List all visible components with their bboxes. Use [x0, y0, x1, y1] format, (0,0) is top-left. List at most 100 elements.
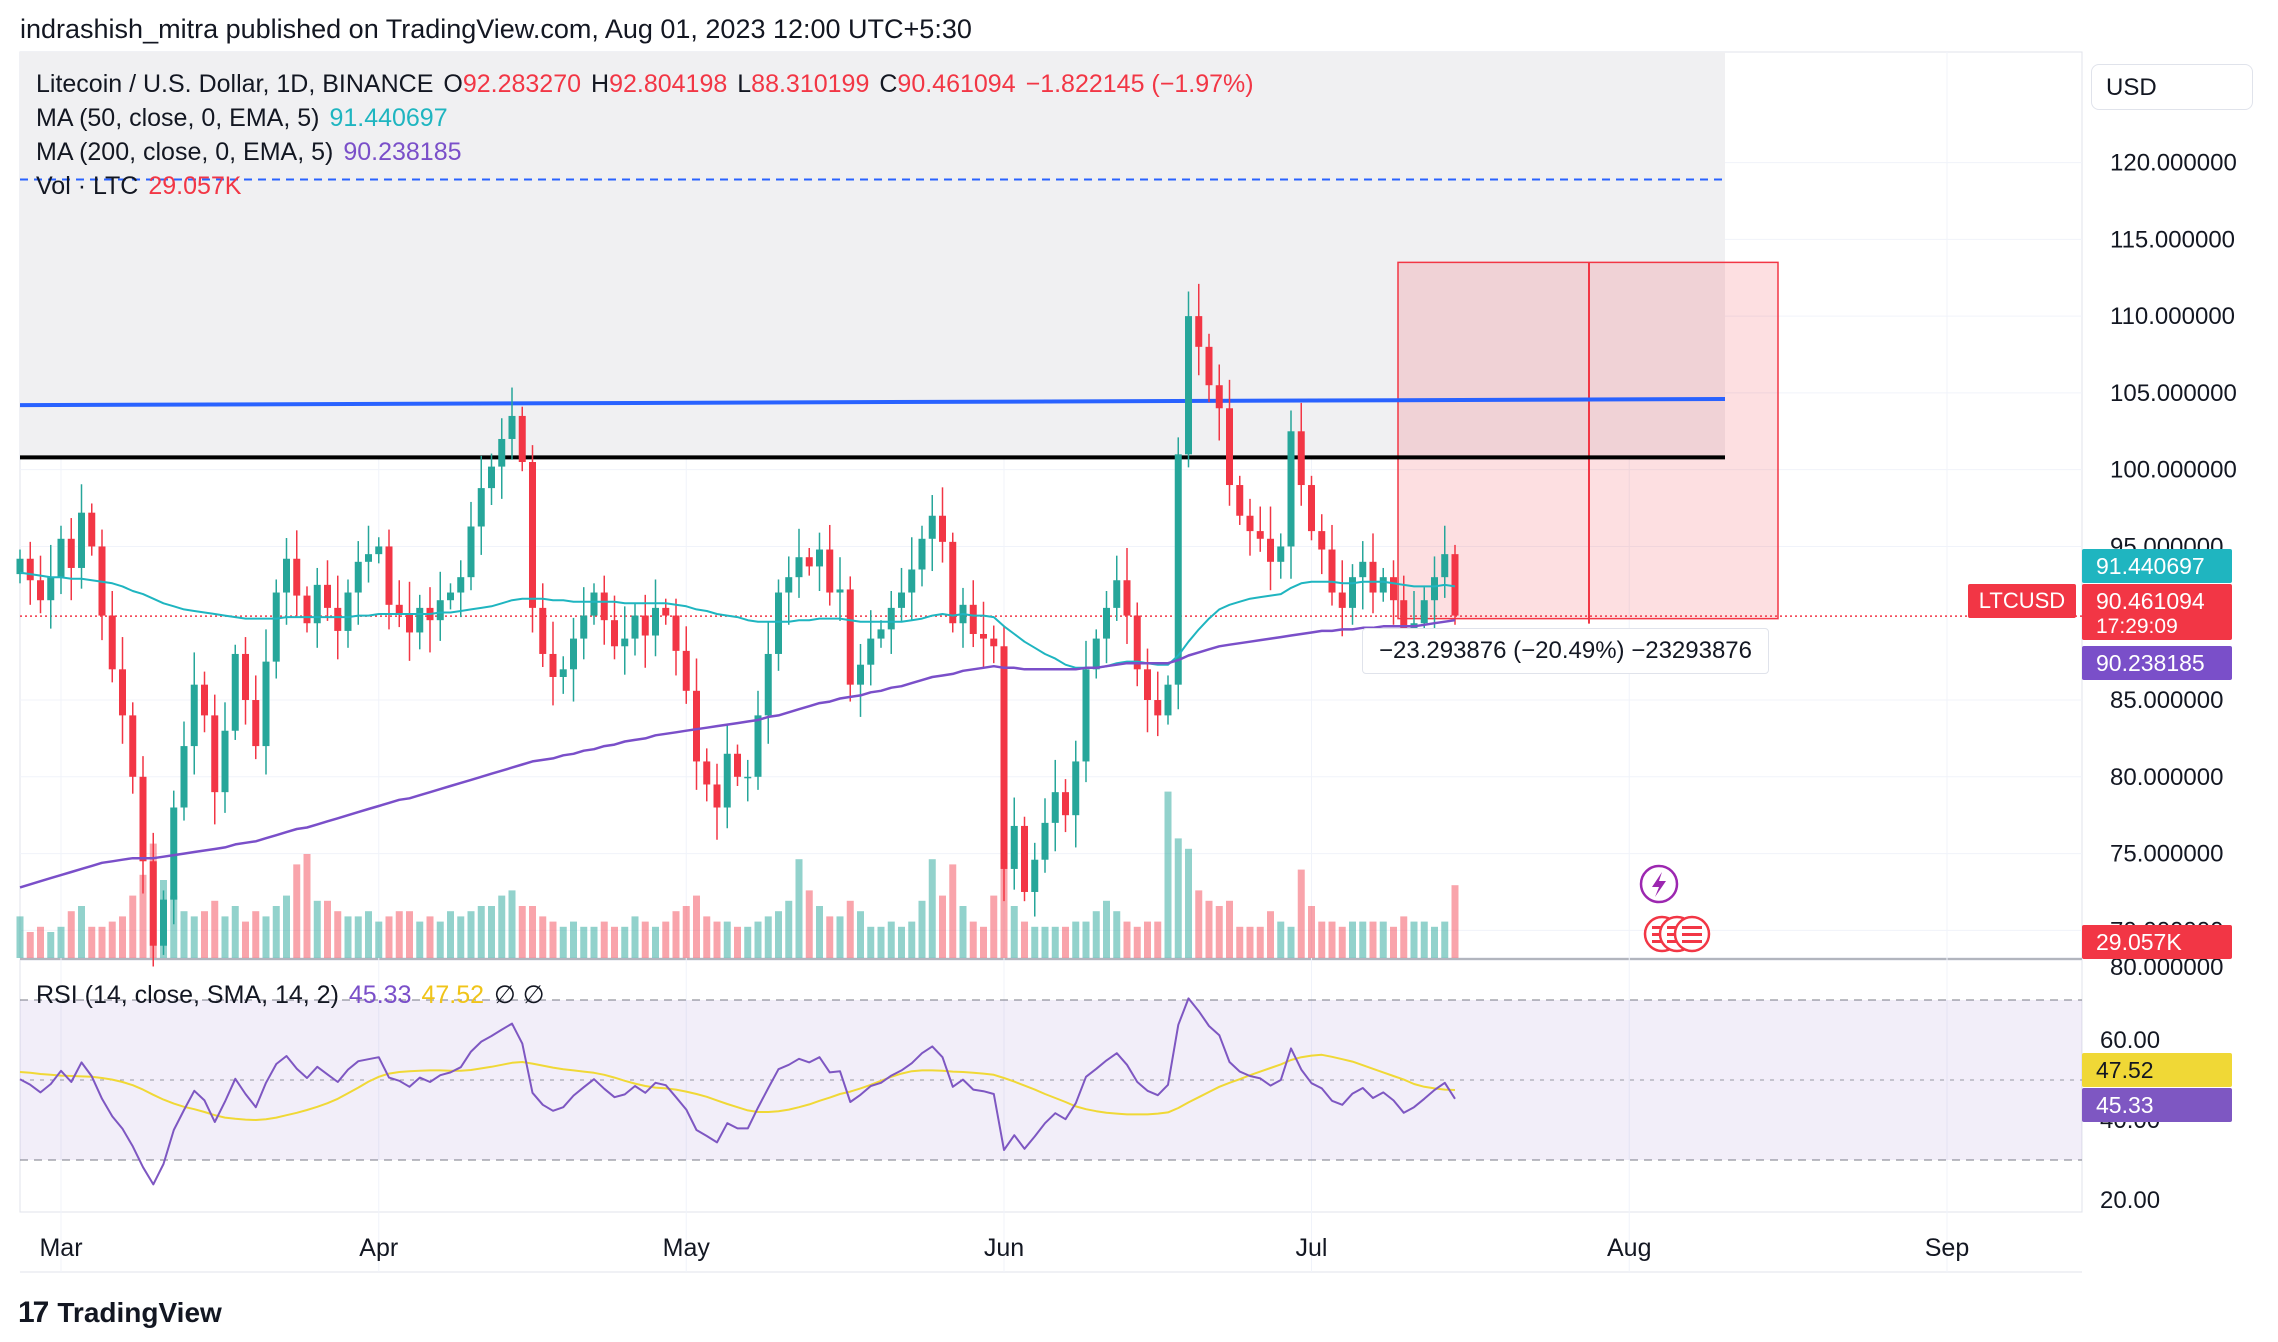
tradingview-footer[interactable]: 17 TradingView	[18, 1296, 222, 1330]
volume-bar	[477, 906, 485, 958]
volume-bar	[1113, 911, 1121, 958]
candle-body	[754, 715, 762, 777]
volume-bar	[375, 921, 383, 958]
volume-bar	[703, 916, 711, 958]
volume-bar	[88, 926, 96, 958]
candle-body	[1082, 669, 1090, 762]
price-range-measure-label[interactable]: −23.293876 (−20.49%) −23293876	[1362, 628, 1769, 674]
volume-bar	[857, 911, 864, 958]
candle-body	[1051, 792, 1059, 823]
candle-body	[1092, 638, 1100, 670]
candle-body	[477, 488, 485, 527]
candle-body	[805, 557, 813, 567]
volume-bar	[1400, 916, 1408, 958]
symbol-legend: Litecoin / U.S. Dollar, 1D, BINANCE O92.2…	[36, 70, 1264, 99]
candle-body	[498, 438, 506, 467]
candle-body	[785, 577, 793, 593]
volume-bar	[1236, 926, 1244, 958]
candle-body	[1267, 538, 1274, 562]
candle-body	[457, 577, 465, 593]
candle-body	[795, 557, 803, 578]
volume-bar	[1185, 848, 1192, 958]
candle-body	[539, 607, 547, 654]
candle-body	[631, 615, 639, 639]
candle-body	[170, 807, 178, 900]
candle-body	[662, 607, 670, 616]
candle-body	[1277, 546, 1285, 562]
candle-body	[682, 650, 690, 691]
candle-body	[641, 615, 649, 636]
price-tick-label: 85.000000	[2110, 687, 2223, 714]
candle-body	[211, 715, 219, 793]
candle-body	[826, 549, 834, 593]
candle-body	[580, 615, 588, 639]
ma50-legend[interactable]: MA (50, close, 0, EMA, 5) 91.440697	[36, 104, 458, 133]
candle-body	[1236, 485, 1244, 516]
candle-body	[252, 700, 260, 747]
candle-body	[1062, 792, 1069, 816]
candle-body	[1390, 577, 1397, 601]
volume-bar	[1195, 890, 1203, 958]
volume-bar	[365, 911, 372, 958]
candle-body	[57, 538, 65, 578]
price-tick-label: 120.000000	[2110, 150, 2237, 177]
volume-value: 29.057K	[148, 172, 242, 200]
volume-bar	[180, 911, 188, 958]
ma50-label: MA (50, close, 0, EMA, 5)	[36, 104, 320, 132]
flag-stripe	[1682, 940, 1702, 943]
candle-body	[406, 614, 413, 633]
volume-bar	[1277, 921, 1285, 958]
volume-bar	[262, 916, 270, 958]
volume-bar	[201, 911, 208, 958]
volume-legend[interactable]: Vol · LTC 29.057K	[36, 172, 251, 201]
volume-bar	[611, 926, 618, 958]
rsi-sma-tag: 47.52	[2082, 1053, 2232, 1087]
change-value: −1.822145 (−1.97%)	[1025, 70, 1254, 98]
rsi-sma-line	[19, 1053, 1456, 1121]
volume-bar	[1420, 921, 1428, 958]
volume-bar	[621, 926, 629, 958]
flag-stripe	[1682, 933, 1702, 936]
volume-bar	[559, 926, 567, 958]
publisher-line: indrashish_mitra published on TradingVie…	[20, 14, 972, 44]
candle-body	[190, 684, 198, 747]
candle-body	[887, 607, 895, 630]
currency-selector[interactable]: USD	[2091, 64, 2253, 110]
volume-bar	[959, 906, 967, 958]
price-tick-label: 115.000000	[2110, 226, 2235, 253]
volume-bar	[488, 906, 495, 958]
candle-body	[1133, 615, 1141, 670]
symbol-title: Litecoin / U.S. Dollar, 1D, BINANCE	[36, 70, 434, 98]
candle-body	[898, 592, 905, 608]
candle-body	[693, 690, 700, 762]
flag-stripe	[1682, 926, 1702, 929]
volume-bar	[1318, 921, 1326, 958]
blue-trendline	[19, 397, 1726, 408]
close-value: 90.461094	[897, 70, 1016, 98]
volume-bar	[775, 911, 782, 958]
volume-bar	[354, 916, 362, 958]
candle-body	[846, 589, 854, 685]
last-price-tag: 90.461094 17:29:09	[2082, 584, 2232, 640]
volume-bar	[1082, 921, 1090, 958]
volume-bar	[1359, 921, 1367, 958]
candle-body	[108, 615, 116, 670]
ma200-line	[19, 618, 1456, 889]
volume-bar	[406, 911, 413, 958]
ma200-legend[interactable]: MA (200, close, 0, EMA, 5) 90.238185	[36, 138, 472, 167]
volume-bar	[129, 895, 137, 958]
high-label: H	[591, 70, 610, 98]
volume-bar	[385, 916, 393, 958]
volume-bar	[518, 906, 526, 958]
candle-body	[1144, 669, 1151, 701]
volume-bar	[1256, 926, 1264, 958]
candle-body	[385, 546, 393, 605]
candle-body	[139, 776, 147, 862]
candle-body	[26, 558, 34, 581]
time-tick-label: Mar	[39, 1234, 82, 1262]
volume-bar	[785, 900, 793, 958]
rsi-legend[interactable]: RSI (14, close, SMA, 14, 2) 45.33 47.52 ∅ ∅	[36, 980, 555, 1010]
candle-body	[990, 638, 998, 647]
candle-body	[447, 592, 454, 601]
